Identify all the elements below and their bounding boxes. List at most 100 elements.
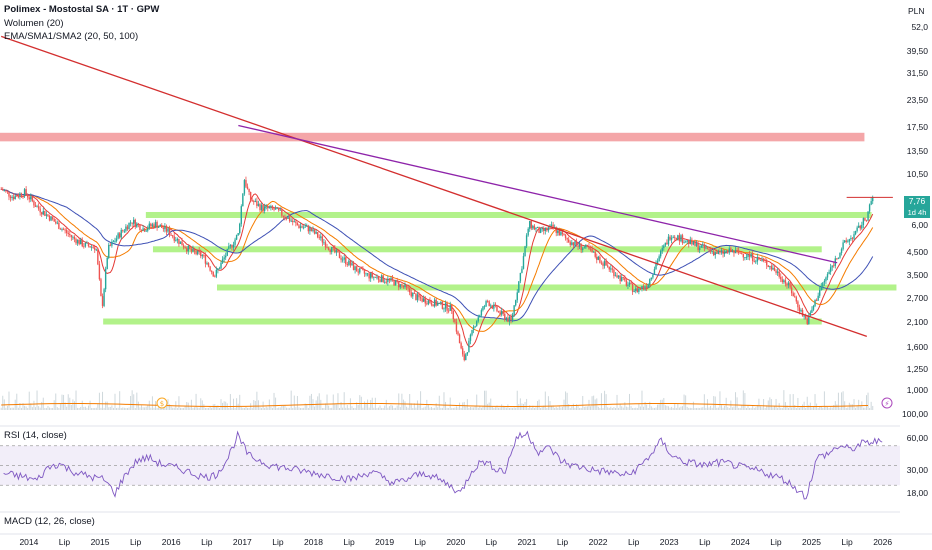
volume-legend[interactable]: Wolumen (20) bbox=[4, 18, 64, 29]
price-tick-label: 100,00 bbox=[902, 409, 928, 419]
volume-bar bbox=[128, 407, 130, 410]
earnings-icon-glyph: ⚡ bbox=[885, 400, 890, 408]
volume-bar bbox=[563, 399, 565, 410]
price-axis[interactable]: 52,0 39,50 31,50 23,50 17,50 13,50 10,50 6,00 4,… bbox=[902, 22, 928, 498]
volume-bar bbox=[66, 406, 68, 410]
candle-body bbox=[460, 343, 462, 349]
candle-body bbox=[390, 277, 392, 280]
candle-body bbox=[323, 242, 325, 244]
candle-body bbox=[490, 305, 492, 307]
volume-bar bbox=[624, 402, 626, 410]
candle-body bbox=[343, 257, 345, 260]
volume-bar bbox=[575, 404, 577, 410]
volume-bar bbox=[448, 407, 450, 410]
volume-bar bbox=[92, 407, 94, 410]
volume-bar bbox=[833, 405, 835, 410]
volume-bar bbox=[353, 407, 355, 410]
candle-body bbox=[120, 230, 122, 238]
volume-bar bbox=[116, 407, 118, 410]
volume-bar bbox=[480, 407, 482, 410]
candle-body bbox=[767, 265, 769, 268]
candle-body bbox=[416, 294, 419, 301]
candle-body bbox=[89, 246, 91, 248]
candle-body bbox=[610, 268, 612, 270]
candle-body bbox=[845, 240, 847, 242]
candle-body bbox=[340, 258, 342, 260]
candle-body bbox=[613, 269, 615, 276]
candle-body bbox=[505, 317, 508, 320]
candle-body bbox=[203, 255, 205, 256]
candle-body bbox=[591, 248, 593, 253]
time-tick-label: 2018 bbox=[304, 537, 323, 547]
candle-body bbox=[424, 298, 426, 304]
volume-bar bbox=[767, 400, 769, 410]
volume-bar bbox=[788, 407, 790, 410]
volume-bar bbox=[518, 404, 520, 410]
candle-body bbox=[480, 310, 483, 316]
candle-body bbox=[500, 311, 503, 315]
candle-body bbox=[516, 292, 518, 301]
candle-body bbox=[594, 251, 596, 257]
candle-body bbox=[550, 224, 553, 226]
volume-bar bbox=[850, 404, 852, 410]
volume-bar bbox=[699, 407, 701, 410]
candle-body bbox=[547, 227, 550, 231]
volume-bar bbox=[683, 394, 685, 410]
candle-body bbox=[351, 263, 353, 266]
countdown-badge: 1d 4h bbox=[904, 207, 930, 218]
trendlines[interactable] bbox=[0, 35, 893, 338]
volume-bar bbox=[544, 391, 546, 410]
candle-body bbox=[331, 247, 333, 252]
candle-body bbox=[514, 300, 517, 306]
candle-body bbox=[625, 280, 628, 286]
candle-body bbox=[585, 244, 587, 248]
candle-body bbox=[168, 228, 171, 236]
volume-bar bbox=[661, 399, 663, 410]
candle-body bbox=[666, 242, 668, 245]
candle-body bbox=[296, 222, 299, 226]
candle-body bbox=[472, 326, 475, 330]
time-tick-label: Lip bbox=[130, 537, 142, 547]
candle-body bbox=[744, 257, 746, 258]
ma-legend[interactable]: EMA/SMA1/SMA2 (20, 50, 100) bbox=[4, 31, 139, 42]
currency-label: PLN bbox=[908, 6, 925, 16]
candle-body bbox=[287, 217, 289, 219]
volume-bar bbox=[387, 407, 389, 410]
volume-bar bbox=[783, 390, 785, 410]
support-zone bbox=[145, 211, 872, 218]
time-tick-label: Lip bbox=[557, 537, 569, 547]
candle-body bbox=[282, 215, 285, 217]
volume-bar bbox=[139, 407, 141, 410]
candle-body bbox=[285, 217, 288, 219]
candle-body bbox=[864, 218, 866, 221]
candle-body bbox=[435, 299, 437, 306]
candle-body bbox=[775, 270, 777, 273]
volume-bar bbox=[862, 407, 864, 410]
volume-bar bbox=[50, 408, 52, 410]
time-axis[interactable]: 2014 Lip 2015 Lip 2016 Lip 2017 Lip 2018 Lip 2019 L… bbox=[0, 533, 932, 547]
event-icons[interactable]: $ ⚡ bbox=[156, 397, 893, 409]
volume-bar bbox=[91, 407, 93, 410]
candle-body bbox=[680, 235, 682, 242]
volume-bar bbox=[692, 401, 694, 410]
macd-legend[interactable]: MACD (12, 26, close) bbox=[4, 516, 95, 527]
volume-bar bbox=[864, 407, 866, 410]
candle-body bbox=[603, 261, 606, 266]
volume-bar bbox=[600, 393, 602, 410]
candle-body bbox=[786, 283, 788, 286]
volume-bar bbox=[335, 404, 337, 410]
volume-bar bbox=[675, 407, 677, 410]
volume-bar bbox=[496, 405, 498, 410]
volume-bar bbox=[831, 407, 833, 410]
volume-bar bbox=[635, 407, 637, 410]
rsi-legend[interactable]: RSI (14, close) bbox=[4, 430, 67, 441]
candle-body bbox=[56, 222, 59, 224]
candle-body bbox=[218, 268, 221, 270]
volume-bar bbox=[437, 407, 439, 410]
candle-body bbox=[306, 225, 308, 227]
candle-body bbox=[812, 305, 815, 310]
volume-bar bbox=[867, 392, 869, 410]
volume-bar bbox=[658, 404, 660, 410]
volume-bar bbox=[872, 405, 874, 410]
